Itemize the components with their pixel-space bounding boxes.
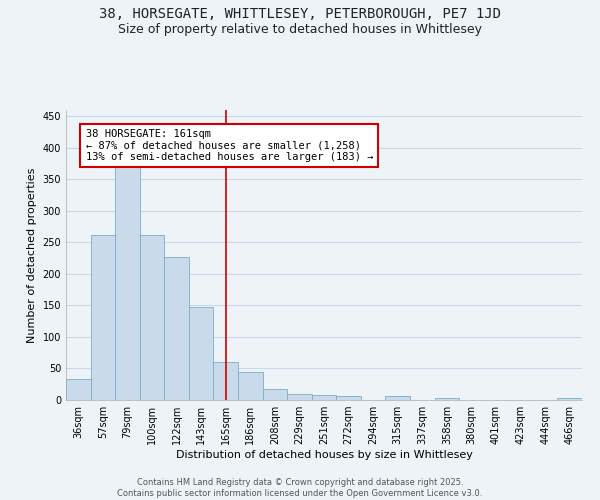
Bar	[336, 396, 361, 400]
Bar	[557, 398, 582, 400]
Bar	[164, 257, 189, 400]
Y-axis label: Number of detached properties: Number of detached properties	[27, 168, 37, 342]
Bar	[263, 388, 287, 400]
Bar	[385, 396, 410, 400]
Bar	[189, 306, 214, 400]
Bar	[140, 235, 164, 400]
Bar	[91, 235, 115, 400]
Text: 38 HORSEGATE: 161sqm
← 87% of detached houses are smaller (1,258)
13% of semi-de: 38 HORSEGATE: 161sqm ← 87% of detached h…	[86, 129, 373, 162]
Bar	[312, 395, 336, 400]
X-axis label: Distribution of detached houses by size in Whittlesey: Distribution of detached houses by size …	[176, 450, 472, 460]
Text: Contains HM Land Registry data © Crown copyright and database right 2025.
Contai: Contains HM Land Registry data © Crown c…	[118, 478, 482, 498]
Bar	[287, 394, 312, 400]
Text: 38, HORSEGATE, WHITTLESEY, PETERBOROUGH, PE7 1JD: 38, HORSEGATE, WHITTLESEY, PETERBOROUGH,…	[99, 8, 501, 22]
Bar	[66, 379, 91, 400]
Text: Size of property relative to detached houses in Whittlesey: Size of property relative to detached ho…	[118, 22, 482, 36]
Bar	[238, 372, 263, 400]
Bar	[434, 398, 459, 400]
Bar	[214, 362, 238, 400]
Bar	[115, 166, 140, 400]
